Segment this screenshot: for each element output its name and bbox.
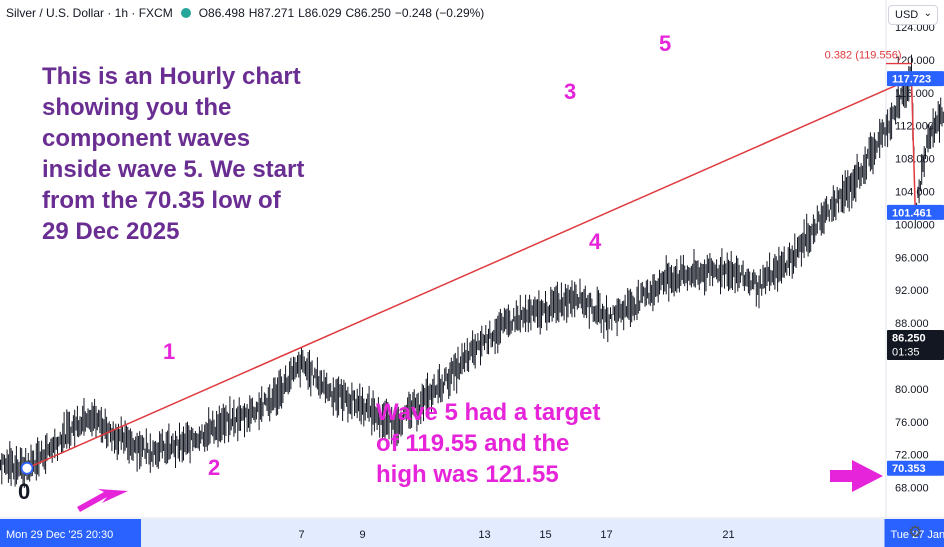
x-tick-label: 7 — [298, 529, 304, 541]
x-tick-label: 21 — [722, 529, 734, 541]
wave5-annotation: Wave 5 had a target of 119.55 and the hi… — [376, 397, 676, 490]
currency-selector[interactable]: USD ⌄ — [888, 5, 938, 25]
wave-trend-line — [26, 77, 912, 469]
price-tag-label: 86.250 — [892, 332, 926, 344]
fib-level-label: 0.382 (119.556) — [825, 50, 902, 62]
symbol-title[interactable]: Silver / U.S. Dollar · 1h · FXCM — [6, 6, 173, 20]
wave5-line: of 119.55 and the — [376, 430, 570, 457]
y-tick-label: 92.000 — [895, 285, 929, 297]
x-tick-label: Tue 27 Jan '26 02:30 — [891, 529, 944, 541]
price-tag — [887, 460, 944, 476]
intro-line: This is an Hourly chart — [42, 63, 301, 90]
x-tick-label: 15 — [539, 529, 551, 541]
price-tag — [887, 71, 944, 87]
y-tick-label: 96.000 — [895, 252, 929, 264]
arrow-icon-right — [830, 460, 883, 492]
high-value: H87.271 — [248, 6, 295, 20]
intro-line: from the 70.35 low of — [42, 187, 281, 214]
time-highlight — [0, 519, 141, 547]
currency-label: USD — [895, 9, 919, 21]
wave-label-1: 1 — [163, 339, 176, 364]
price-tag-label: 101.461 — [892, 207, 932, 219]
intro-annotation: This is an Hourly chart showing you the … — [42, 61, 372, 247]
intro-line: showing you the — [42, 94, 232, 121]
wave-label-2: 2 — [208, 455, 221, 480]
x-tick-label: 13 — [478, 529, 490, 541]
x-tick-label: Mon 29 Dec '25 20:30 — [6, 529, 113, 541]
wave-drop-line — [910, 78, 917, 213]
chevron-down-icon: ⌄ — [923, 8, 932, 19]
time-highlight — [884, 519, 944, 547]
wave5-line: Wave 5 had a target — [376, 399, 601, 426]
intro-line: component waves — [42, 125, 251, 152]
market-status-icon — [180, 8, 191, 18]
close-value: C86.250 — [345, 6, 391, 20]
wave-label-4: 4 — [589, 229, 602, 254]
price-tag-label: 70.353 — [892, 463, 926, 475]
price-tag — [887, 329, 944, 360]
y-tick-label: 76.000 — [895, 417, 929, 429]
y-tick-label: 72.000 — [895, 450, 929, 462]
y-tick-label: 80.000 — [895, 384, 929, 396]
point-marker[interactable] — [20, 461, 34, 475]
open-value: O86.498 — [198, 6, 245, 20]
price-tag — [887, 204, 944, 220]
x-tick-label: 9 — [359, 529, 365, 541]
y-tick-label: 112.000 — [895, 121, 934, 133]
settings-gear-icon[interactable]: ⚙ — [908, 524, 923, 541]
time-axis[interactable] — [0, 518, 886, 547]
wave-label-0: 0 — [18, 479, 31, 504]
wave-label-3: 3 — [564, 79, 577, 104]
change-value: −0.248 (−0.29%) — [394, 6, 485, 20]
time-range-band — [141, 519, 885, 547]
wave5-line: high was 121.55 — [376, 461, 559, 488]
y-tick-label: 68.000 — [895, 483, 929, 495]
y-tick-label: 88.000 — [895, 318, 929, 330]
intro-line: inside wave 5. We start — [42, 156, 305, 183]
chart-header: Silver / U.S. Dollar · 1h · FXCM O86.498… — [6, 6, 484, 20]
x-tick-label: 17 — [600, 529, 612, 541]
y-tick-label: 108.000 — [895, 154, 935, 166]
arrow-icon-left — [77, 489, 128, 512]
price-tag-sublabel: 01:35 — [892, 346, 920, 358]
intro-line: 29 Dec 2025 — [42, 218, 180, 245]
wave-label-5: 5 — [659, 31, 672, 56]
y-tick-label: 124.000 — [895, 22, 935, 34]
low-value: L86.029 — [298, 6, 342, 20]
price-tag-label: 117.723 — [892, 74, 931, 86]
price-bars — [0, 54, 944, 488]
